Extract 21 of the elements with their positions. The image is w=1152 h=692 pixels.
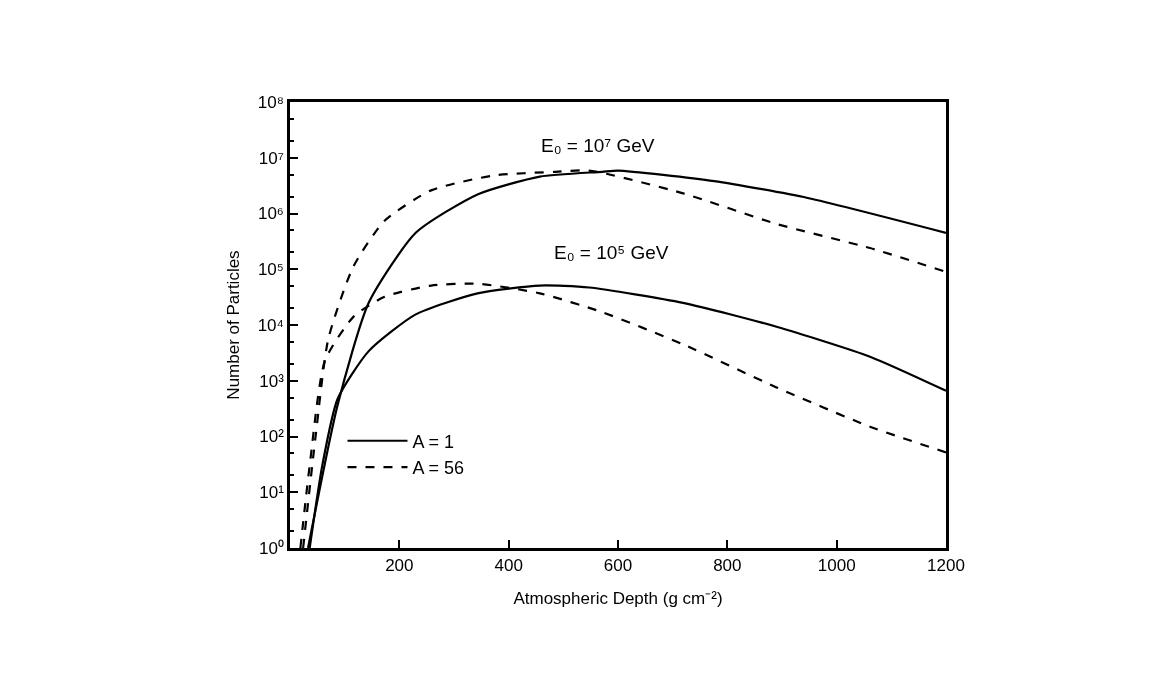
x-tick-label: 400 (494, 556, 523, 576)
y-tick-label: 10⁶ (257, 204, 284, 224)
legend-label: A = 1 (412, 431, 455, 452)
x-tick-label: 1000 (817, 556, 856, 576)
y-axis-title: Number of Particles (224, 250, 244, 400)
y-tick-label: 10⁵ (257, 260, 284, 280)
x-axis-title: Atmospheric Depth (g cm⁻²) (513, 588, 723, 608)
y-tick-label: 10⁴ (257, 315, 284, 335)
x-tick-label: 1200 (927, 556, 965, 576)
y-tick-label: 10⁸ (257, 92, 284, 112)
legend-label: A = 56 (412, 458, 465, 479)
x-tick-label: 200 (385, 556, 414, 576)
y-tick-label: 10⁷ (258, 148, 284, 168)
annotation: E₀ = 10⁷ GeV (541, 135, 655, 156)
y-tick-label: 10² (259, 427, 285, 447)
y-tick-label: 10¹ (259, 483, 285, 503)
annotation: E₀ = 10⁵ GeV (554, 242, 669, 263)
y-tick-label: 10⁰ (258, 538, 284, 558)
x-tick-label: 600 (603, 556, 633, 576)
y-tick-label: 10³ (259, 371, 285, 391)
x-tick-label: 800 (713, 556, 742, 576)
